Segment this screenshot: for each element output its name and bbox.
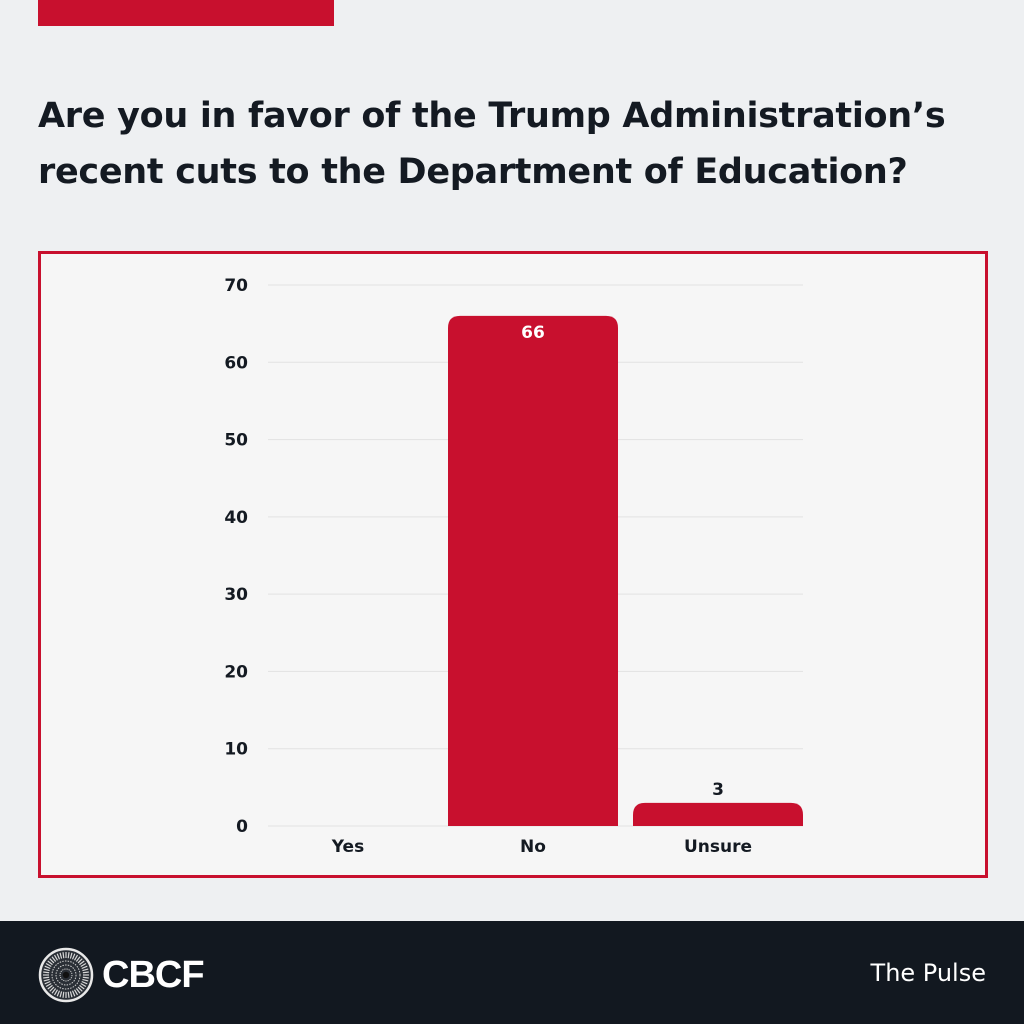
seal-ray [51,956,57,962]
seal-ray [82,978,89,982]
seal-ray [45,982,52,988]
brand-name: CBCF [102,953,205,996]
title-line-2: recent cuts to the Department of Educati… [38,152,908,192]
seal-ray [82,968,89,972]
data-labels: 66 3 [521,323,724,800]
seal-emblem-icon [38,947,94,1003]
series-name: The Pulse [870,959,986,987]
footer-bar: CBCF The Pulse [0,921,1024,1024]
seal-ray [75,988,81,994]
y-tick-label: 10 [224,740,248,760]
y-tick-label: 0 [236,817,248,837]
y-tick-label: 70 [224,276,248,296]
seal-ray [56,990,61,997]
seal-ray [71,953,76,960]
seal-ray [56,953,61,960]
title-line-1: Are you in favor of the Trump Administra… [38,96,946,136]
y-tick-label: 60 [224,353,248,373]
bars [448,315,803,826]
seal-ray [49,986,55,992]
seal-ray [44,980,51,985]
seal-ray [49,958,55,964]
brand-logo: CBCF [38,947,205,1003]
top-accent-bar [38,0,334,26]
x-category-label: No [520,837,546,857]
seal-ray [67,952,70,959]
seal-ray [82,976,89,979]
seal-ray [47,960,53,966]
seal-ray [80,982,87,988]
bar-no [448,315,618,826]
seal-ray [62,991,65,998]
seal-ray [69,952,73,959]
seal-ray [81,980,88,985]
seal-ray [67,991,70,998]
seal-ray [43,971,50,974]
seal-ray [62,952,65,959]
data-label-unsure: 3 [712,780,724,800]
seal-ray [77,986,83,992]
seal-ray [77,958,83,964]
chart-frame: 0 10 20 30 40 50 60 70 66 3 Yes No Unsure [38,251,988,878]
seal-ray [43,978,50,982]
seal-ray [43,976,50,979]
seal-ray [69,991,73,998]
seal-ray [43,968,50,972]
seal-ray [45,962,52,968]
y-tick-label: 40 [224,508,248,528]
seal-ray [73,954,79,961]
seal-ray [71,990,76,997]
y-tick-label: 50 [224,431,248,451]
seal-ray [59,952,63,959]
x-category-label: Yes [331,837,364,857]
seal-ray [73,989,79,996]
bar-unsure [633,802,803,826]
seal-ray [53,989,59,996]
page-title: Are you in favor of the Trump Administra… [38,88,998,200]
seal-ray [75,956,81,962]
seal-ray [53,954,59,961]
seal-ray [79,960,85,966]
x-category-label: Unsure [684,837,752,857]
x-axis-categories: Yes No Unsure [331,837,752,857]
seal-ray [82,971,89,974]
seal-ray [79,984,85,990]
y-axis-ticks: 0 10 20 30 40 50 60 70 [224,276,248,837]
seal-ray [80,962,87,968]
y-tick-label: 20 [224,662,248,682]
seal-ray [51,988,57,994]
seal-ray [81,965,88,970]
seal-ray [47,984,53,990]
seal-ray [59,991,63,998]
y-tick-label: 30 [224,585,248,605]
data-label-no: 66 [521,323,545,343]
seal-ray [44,965,51,970]
